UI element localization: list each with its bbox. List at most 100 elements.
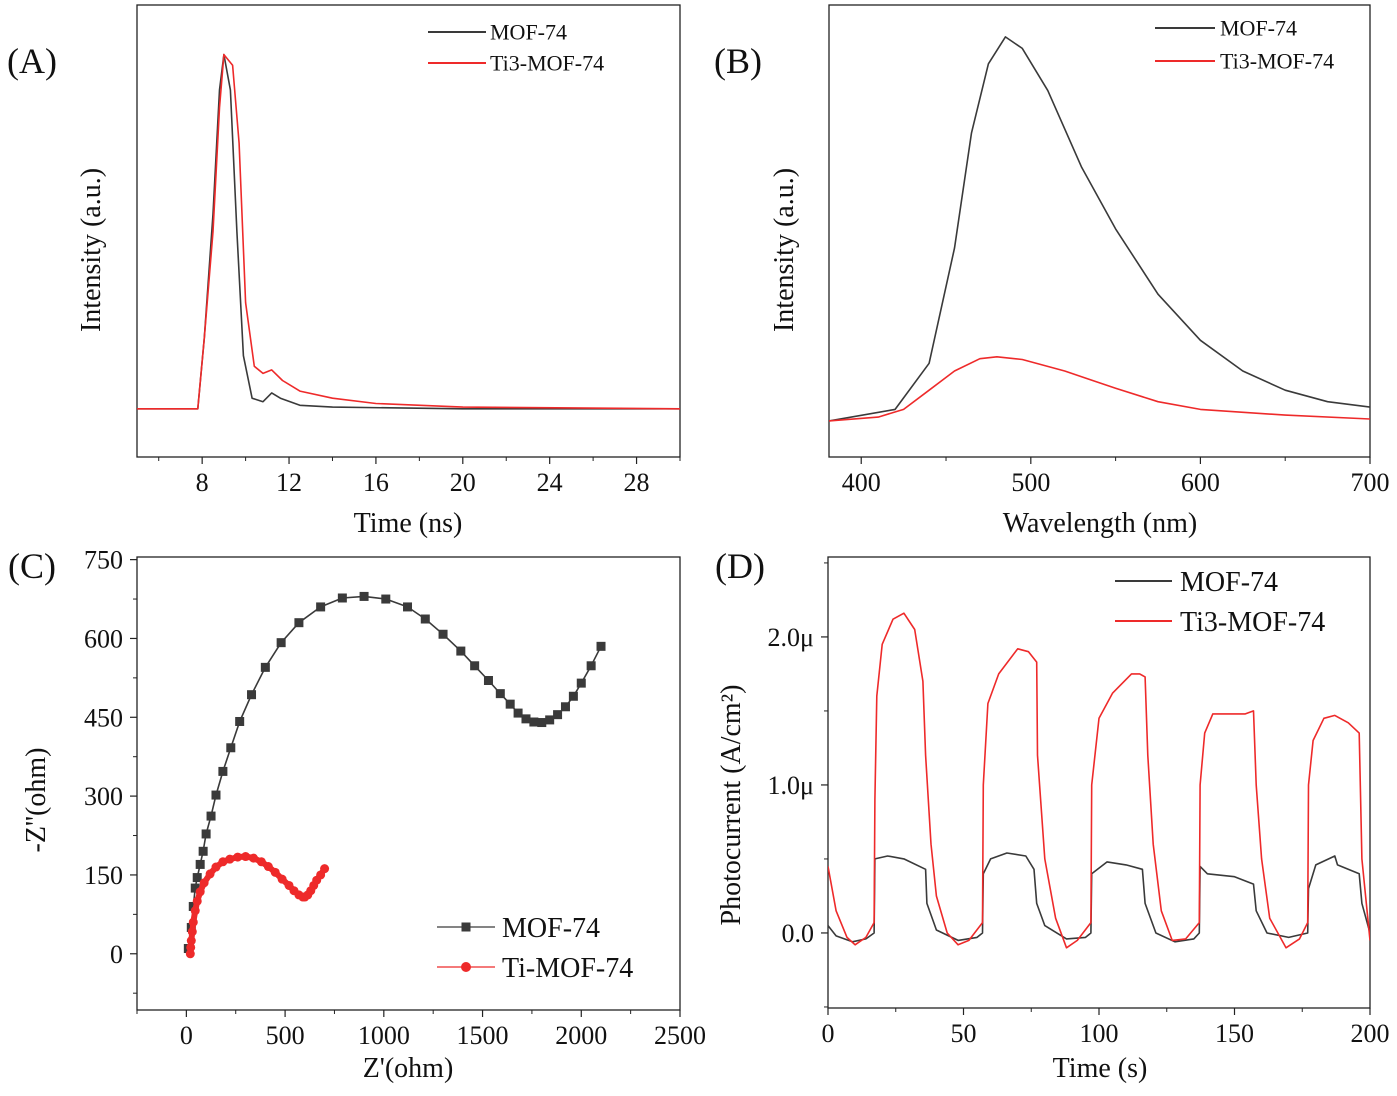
x-axis-label: Z'(ohm) [363,1053,454,1084]
data-point [198,846,208,856]
legend-label: MOF-74 [502,913,600,944]
data-point [190,883,200,893]
data-point [438,629,448,639]
plot-frame [828,4,1371,458]
x-tick-label: 0 [822,1019,835,1048]
data-point [505,699,515,709]
series-line [137,53,680,410]
data-point [206,811,216,821]
legend-label: MOF-74 [1220,16,1297,41]
data-point [235,716,245,726]
data-point [247,690,257,700]
data-point [248,853,258,863]
legend-marker [461,962,471,972]
y-tick-label: 750 [84,546,123,575]
x-tick-label: 0 [180,1021,193,1050]
y-tick-label: 1.0μ [768,771,814,800]
y-tick-label: 450 [84,703,123,732]
series-ti-mof-74 [185,852,330,959]
data-point [320,864,330,874]
data-point [483,675,493,685]
data-point [495,689,505,699]
panel-label: (C) [8,546,56,586]
data-point [187,927,197,937]
y-tick-label: 0.0 [782,919,815,948]
x-tick-label: 1000 [358,1021,410,1050]
series-line [829,36,1370,422]
panel-label: (A) [7,41,57,81]
panel-label: (B) [714,41,762,81]
y-tick-label: 0 [110,940,123,969]
data-point [205,869,215,879]
data-point [553,710,563,720]
data-point [403,602,413,612]
x-tick-label: 50 [951,1019,977,1048]
data-point [199,878,209,888]
series-line [828,612,1370,949]
data-point [537,718,547,728]
y-axis-label: Intensity (a.u.) [76,168,107,332]
x-tick-label: 1500 [457,1021,509,1050]
panel-a: 8 12 16 20 24 28 Time (ns) Intensity (a.u.) (A) M… [7,4,681,539]
panel-label: (D) [715,546,765,586]
legend-label: Ti3-MOF-74 [490,51,604,76]
data-point [586,661,596,671]
x-tick-label: 500 [266,1021,305,1050]
legend-label: Ti-MOF-74 [502,953,633,984]
data-point [241,852,251,862]
x-tick-label: 24 [537,468,563,497]
data-point [211,790,221,800]
data-point [192,873,202,883]
data-point [186,942,196,952]
y-tick-label: 300 [84,782,123,811]
data-point [316,602,326,612]
x-tick-label: 2000 [555,1021,607,1050]
data-point [188,917,198,927]
data-point [545,715,555,725]
x-tick-label: 20 [450,468,476,497]
data-point [596,641,606,651]
x-tick-label: 100 [1080,1019,1119,1048]
y-tick-label: 2.0μ [768,623,814,652]
data-point [260,662,270,672]
y-tick-label: 600 [84,624,123,653]
data-point [195,887,205,897]
data-point [337,593,347,603]
y-axis-label: -Z''(ohm) [21,748,52,853]
data-point [211,862,221,872]
data-point [456,646,466,656]
y-axis-label: Intensity (a.u.) [769,168,800,332]
data-point [560,702,570,712]
x-tick-label: 400 [842,468,881,497]
x-axis-label: Time (ns) [354,508,463,539]
legend-label: MOF-74 [490,20,567,45]
data-point [420,614,430,624]
data-point [195,859,205,869]
x-tick-label: 200 [1351,1019,1390,1048]
series-mof-74 [137,53,680,410]
series-ti3-mof-74 [137,53,680,410]
data-point [218,857,228,867]
x-axis-label: Time (s) [1053,1053,1148,1084]
data-point [294,618,304,628]
x-tick-label: 16 [363,468,389,497]
y-axis-label: Photocurrent (A/cm²) [716,685,747,926]
panel-b: 400 500 600 700 Wavelength (nm) Intensity (a.… [714,4,1390,539]
legend-label: MOF-74 [1180,567,1278,598]
data-point [521,714,531,724]
data-point [225,854,235,864]
data-point [190,906,200,916]
x-tick-label: 500 [1011,468,1050,497]
series-line [828,852,1370,943]
data-point [201,829,211,839]
data-point [470,661,480,671]
data-point [192,896,202,906]
series-mof-74 [829,36,1370,422]
data-point [218,766,228,776]
legend-label: Ti3-MOF-74 [1220,49,1334,74]
x-tick-label: 600 [1181,468,1220,497]
data-point [270,867,280,877]
data-point [263,862,273,872]
legend-label: Ti3-MOF-74 [1180,607,1325,638]
